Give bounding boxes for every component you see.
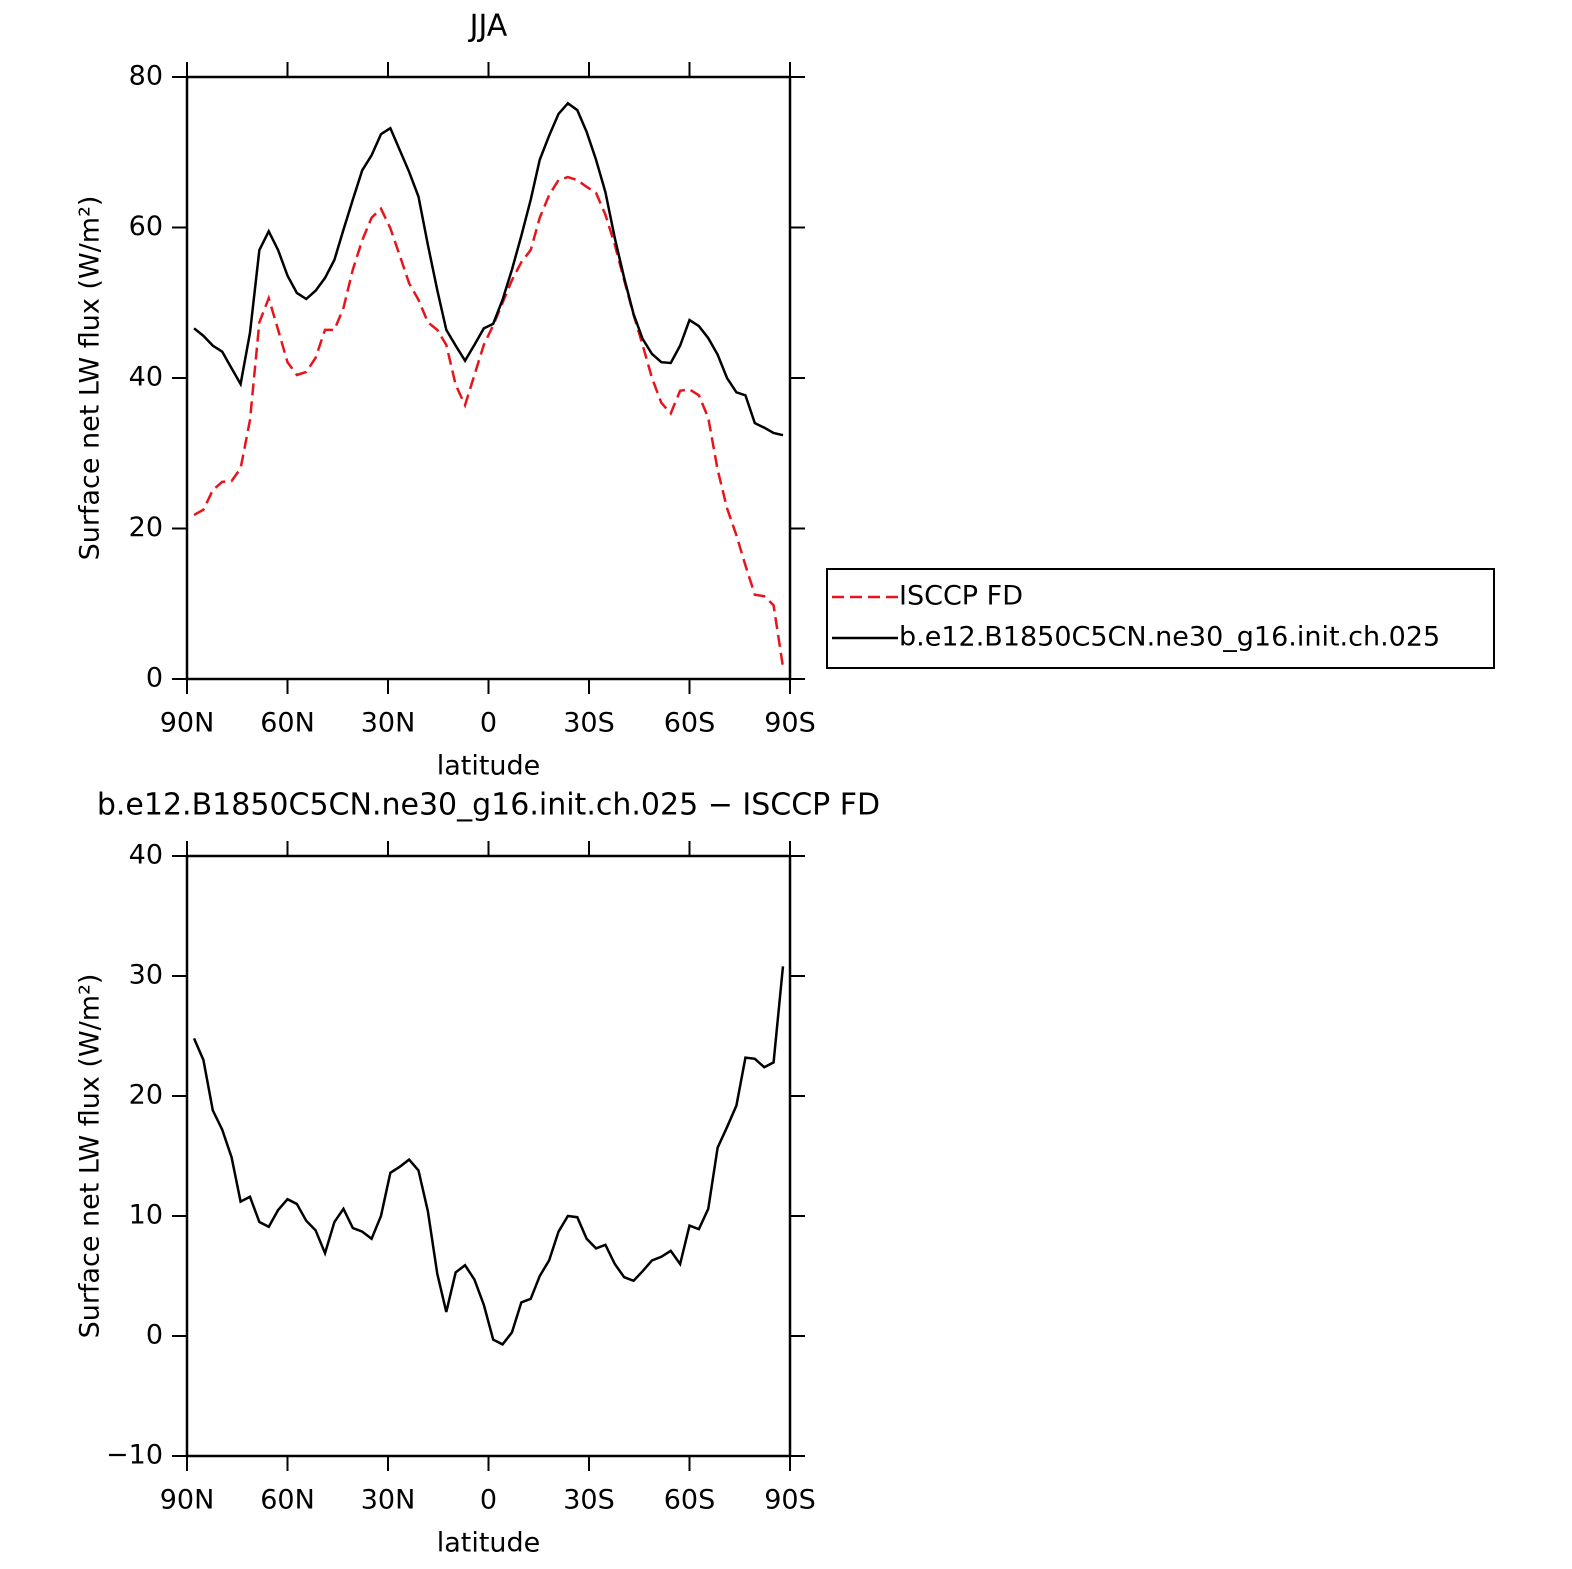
x-tick-label: 60N xyxy=(260,708,315,739)
legend: ISCCP FD b.e12.B1850C5CN.ne30_g16.init.ch… xyxy=(826,568,1495,669)
x-tick-label: 90N xyxy=(160,708,215,739)
plot-frame xyxy=(185,854,792,1458)
x-axis-label: latitude xyxy=(437,751,541,782)
x-axis-label: latitude xyxy=(437,1528,541,1559)
legend-label: ISCCP FD xyxy=(899,581,1023,612)
x-tick-label: 90N xyxy=(160,1485,215,1516)
x-tick-label: 60N xyxy=(260,1485,315,1516)
y-tick-label: 20 xyxy=(129,512,163,543)
x-tick-label: 90S xyxy=(764,708,816,739)
x-tick-label: 30N xyxy=(361,1485,416,1516)
x-tick-label: 30N xyxy=(361,708,416,739)
y-tick-label: 30 xyxy=(129,960,163,991)
y-tick-label: 40 xyxy=(129,840,163,871)
legend-box xyxy=(826,568,1495,669)
x-tick-label: 60S xyxy=(664,708,716,739)
y-tick-label: 10 xyxy=(129,1200,163,1231)
y-tick-label: 80 xyxy=(129,61,163,92)
x-tick-label: 90S xyxy=(764,1485,816,1516)
series-line xyxy=(192,966,785,1346)
series-line xyxy=(193,175,785,668)
y-tick-label: 40 xyxy=(129,362,163,393)
x-tick-label: 0 xyxy=(480,708,497,739)
y-axis-label: Surface net LW flux (W/m²) xyxy=(75,196,106,561)
legend-label: b.e12.B1850C5CN.ne30_g16.init.ch.025 xyxy=(899,622,1440,653)
x-tick-label: 30S xyxy=(563,708,615,739)
y-tick-label: 60 xyxy=(129,211,163,242)
x-tick-label: 30S xyxy=(563,1485,615,1516)
x-tick-label: 60S xyxy=(664,1485,716,1516)
y-tick-label: 20 xyxy=(129,1080,163,1111)
chart-title: JJA xyxy=(468,9,508,44)
chart-title: b.e12.B1850C5CN.ne30_g16.init.ch.025 − I… xyxy=(97,788,880,823)
y-tick-label: 0 xyxy=(146,1320,163,1351)
y-tick-label: −10 xyxy=(106,1440,163,1471)
y-tick-label: 0 xyxy=(146,663,163,694)
series-line xyxy=(193,101,784,437)
plot-frame xyxy=(185,75,792,681)
x-tick-label: 0 xyxy=(480,1485,497,1516)
y-axis-label: Surface net LW flux (W/m²) xyxy=(75,974,106,1339)
